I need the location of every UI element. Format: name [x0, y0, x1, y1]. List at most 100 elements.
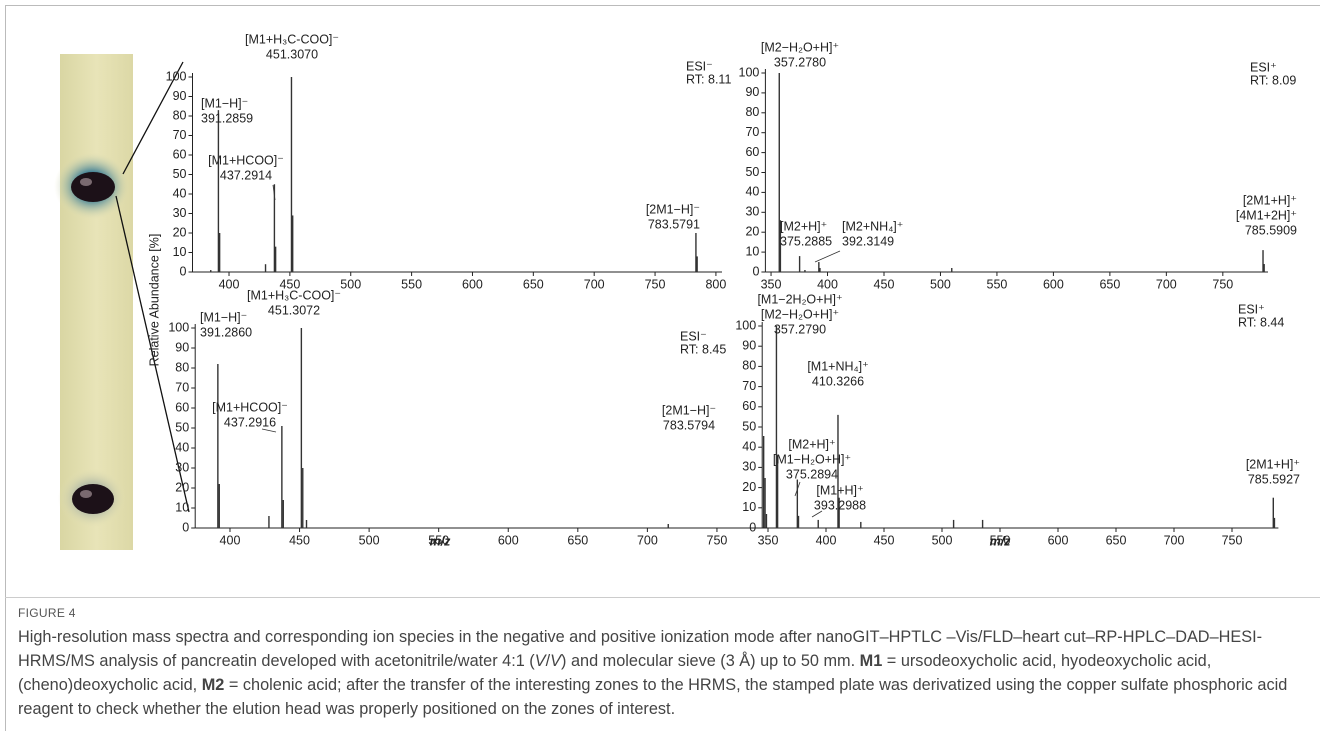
- y-tick-label: 10: [745, 244, 759, 258]
- x-tick-label: 500: [930, 277, 951, 291]
- x-tick-label: 400: [817, 277, 838, 291]
- x-tick-label: 500: [340, 277, 361, 291]
- x-tick-label: 700: [1156, 277, 1177, 291]
- mz-label: 357.2780: [774, 55, 826, 69]
- retention-time: RT: 8.11: [686, 72, 731, 86]
- ion-label: [M2+H]⁺: [780, 219, 827, 233]
- leader-line: [815, 251, 840, 262]
- mz-label: 437.2916: [224, 415, 276, 429]
- ion-label: [2M1+H]⁺: [1246, 457, 1300, 471]
- mz-label: 785.5909: [1245, 223, 1297, 237]
- figure-label: FIGURE 4: [18, 606, 76, 620]
- x-tick-label: 700: [1164, 533, 1185, 547]
- mz-label: 451.3070: [266, 47, 318, 61]
- ion-label: [M1−H]⁻: [201, 96, 248, 110]
- x-tick-label: 650: [1099, 277, 1120, 291]
- y-tick-label: 60: [745, 145, 759, 159]
- y-tick-label: 20: [175, 480, 189, 494]
- ionization-mode: ESI⁻: [686, 59, 713, 73]
- x-tick-label: 550: [401, 277, 422, 291]
- x-tick-label: 450: [289, 533, 310, 547]
- y-tick-label: 90: [175, 340, 189, 354]
- mz-label: 391.2860: [200, 325, 252, 339]
- ion-label: [M2+H]⁺: [788, 437, 835, 451]
- x-tick-label: 750: [1222, 533, 1243, 547]
- y-tick-label: 70: [742, 379, 756, 393]
- ion-label: [4M1+2H]⁺: [1236, 208, 1297, 222]
- y-tick-label: 90: [745, 85, 759, 99]
- x-tick-label: 600: [462, 277, 483, 291]
- x-tick-label: 500: [359, 533, 380, 547]
- mz-label: 391.2859: [201, 111, 253, 125]
- x-tick-label: 450: [874, 277, 895, 291]
- ion-label: [M2−H₂O+H]⁺: [761, 307, 839, 321]
- caption-text: V: [550, 652, 561, 670]
- y-tick-label: 40: [173, 186, 187, 200]
- mz-label: 410.3266: [812, 374, 864, 388]
- mz-label: 375.2885: [780, 234, 832, 248]
- mz-label: 783.5794: [663, 418, 715, 432]
- ionization-mode: ESI⁺: [1238, 302, 1265, 316]
- y-tick-label: 0: [749, 520, 756, 534]
- y-tick-label: 0: [752, 264, 759, 278]
- x-tick-label: 350: [761, 277, 782, 291]
- caption-text: V: [535, 652, 546, 670]
- y-tick-label: 60: [175, 400, 189, 414]
- y-tick-label: 30: [742, 460, 756, 474]
- plate-image: [54, 54, 133, 550]
- ion-label: [M1−H₂O+H]⁺: [773, 452, 851, 466]
- y-tick-label: 50: [745, 165, 759, 179]
- ionization-mode: ESI⁻: [680, 329, 707, 343]
- y-tick-label: 40: [175, 440, 189, 454]
- y-tick-label: 100: [166, 69, 187, 83]
- x-tick-label: 650: [523, 277, 544, 291]
- x-tick-label: 400: [219, 277, 240, 291]
- y-tick-label: 80: [173, 108, 187, 122]
- ion-label: [2M1−H]⁻: [646, 202, 700, 216]
- mz-label: 357.2790: [774, 322, 826, 336]
- y-tick-label: 30: [745, 205, 759, 219]
- x-tick-label: 500: [932, 533, 953, 547]
- y-axis-label: Relative Abundance [%]: [147, 234, 161, 367]
- ion-label: [M1+HCOO]⁻: [212, 400, 288, 414]
- ion-label: [M1+H₃C-COO]⁻: [245, 32, 339, 46]
- y-tick-label: 40: [742, 439, 756, 453]
- mz-label: 785.5927: [1248, 472, 1300, 486]
- y-tick-label: 60: [173, 147, 187, 161]
- x-tick-label: 700: [584, 277, 605, 291]
- x-tick-label: 750: [1212, 277, 1233, 291]
- page: {"figure":{"label":"FIGURE 4","y_label":…: [0, 0, 1320, 731]
- retention-time: RT: 8.09: [1250, 73, 1296, 87]
- y-tick-label: 90: [742, 338, 756, 352]
- ion-label: [M1+HCOO]⁻: [208, 153, 284, 167]
- x-tick-label: 600: [1048, 533, 1069, 547]
- x-tick-label: 750: [707, 533, 728, 547]
- x-tick-label: 700: [637, 533, 658, 547]
- ion-label: [M1−H]⁻: [200, 310, 247, 324]
- caption-text: M1: [860, 652, 883, 670]
- y-tick-label: 10: [742, 500, 756, 514]
- y-tick-label: 100: [168, 320, 189, 334]
- ion-label: [M1−2H₂O+H]⁺: [757, 292, 842, 306]
- retention-time: RT: 8.44: [1238, 315, 1284, 329]
- y-tick-label: 0: [180, 264, 187, 278]
- y-tick-label: 70: [745, 125, 759, 139]
- ion-label: [M1+H₃C-COO]⁻: [247, 288, 341, 302]
- y-tick-label: 50: [742, 419, 756, 433]
- y-tick-label: 100: [739, 65, 760, 79]
- ion-label: [M1+NH₄]⁺: [807, 359, 868, 373]
- x-tick-label: 550: [987, 277, 1008, 291]
- y-tick-label: 0: [182, 520, 189, 534]
- mz-label: 393.2988: [814, 498, 866, 512]
- y-tick-label: 90: [173, 89, 187, 103]
- y-tick-label: 60: [742, 399, 756, 413]
- y-tick-label: 40: [745, 185, 759, 199]
- ion-label: [2M1+H]⁺: [1243, 193, 1297, 207]
- ion-label: [M2−H₂O+H]⁺: [761, 40, 839, 54]
- mz-label: 437.2914: [220, 168, 272, 182]
- y-tick-label: 10: [173, 245, 187, 259]
- mz-label: 451.3072: [268, 303, 320, 317]
- caption-text: ) and molecular sieve (3 Å) up to 50 mm.: [561, 652, 860, 670]
- y-tick-label: 20: [745, 224, 759, 238]
- y-tick-label: 80: [175, 360, 189, 374]
